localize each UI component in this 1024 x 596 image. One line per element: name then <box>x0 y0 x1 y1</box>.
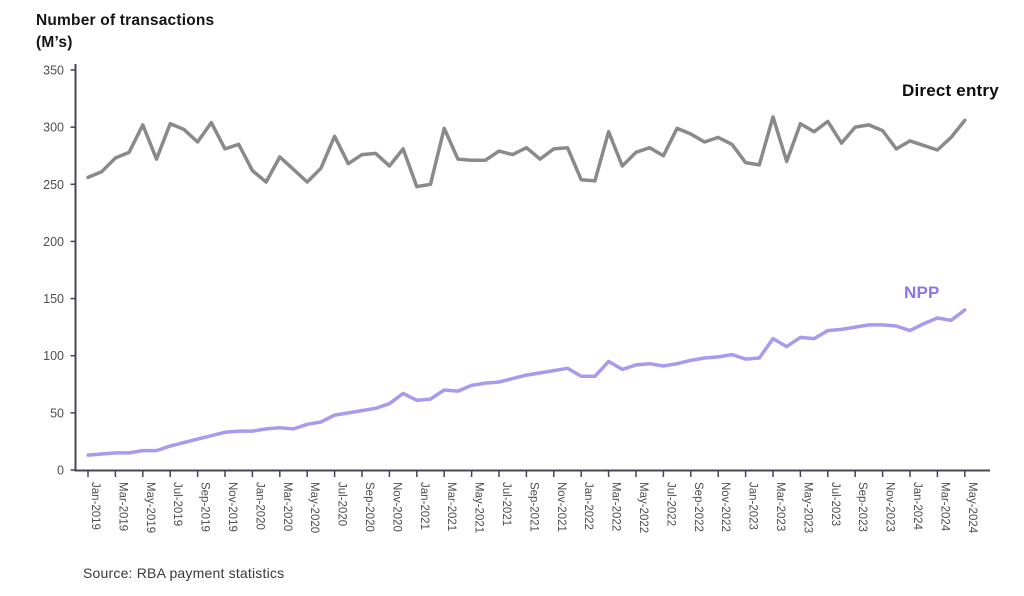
x-tick-label: Nov-2020 <box>390 482 402 532</box>
x-tick-label: May-2020 <box>308 482 320 533</box>
y-tick-label: 200 <box>43 235 64 249</box>
x-tick-label: Nov-2022 <box>719 482 731 532</box>
x-tick-label: Mar-2023 <box>774 482 786 531</box>
x-tick-label: Sep-2021 <box>527 482 539 532</box>
x-tick-label: Mar-2022 <box>610 482 622 531</box>
x-tick-label: Jul-2020 <box>336 482 348 526</box>
x-tick-label: Sep-2022 <box>692 482 704 532</box>
x-tick-label: Nov-2021 <box>555 482 567 532</box>
chart-title: Number of transactions (M’s) <box>36 10 214 54</box>
series-label-direct-entry: Direct entry <box>902 81 999 100</box>
source-note: Source: RBA payment statistics <box>83 565 285 581</box>
x-tick-label: May-2019 <box>144 482 156 533</box>
chart-title-line2: (M’s) <box>36 34 73 51</box>
x-tick-label: Jan-2020 <box>253 482 265 530</box>
y-tick-label: 0 <box>57 464 64 478</box>
x-tick-label: Nov-2023 <box>884 482 896 532</box>
chart-title-line1: Number of transactions <box>36 12 215 29</box>
x-tick-label: Jul-2021 <box>500 482 512 526</box>
x-tick-label: Jul-2019 <box>171 482 183 526</box>
npp-line <box>86 308 967 457</box>
x-tick-label: Jan-2019 <box>89 482 101 530</box>
x-tick-label: Sep-2023 <box>856 482 868 532</box>
y-tick-label: 300 <box>43 121 64 135</box>
x-tick-label: Mar-2024 <box>938 482 950 532</box>
x-tick-label: Sep-2019 <box>199 482 211 532</box>
x-tick-label: Jan-2022 <box>582 482 594 530</box>
x-tick-label: May-2023 <box>801 482 813 533</box>
x-tick-label: Nov-2019 <box>226 482 238 532</box>
x-tick-label: Mar-2019 <box>116 482 128 531</box>
x-tick-label: Mar-2021 <box>445 482 457 531</box>
x-tick-label: Jan-2023 <box>747 482 759 530</box>
x-tick-label: Sep-2020 <box>363 482 375 532</box>
x-tick-label: May-2021 <box>473 482 485 533</box>
x-tick-label: Jan-2024 <box>911 482 923 531</box>
x-tick-label: Jul-2022 <box>664 482 676 526</box>
y-tick-label: 150 <box>43 292 64 306</box>
y-tick-label: 350 <box>43 64 64 78</box>
x-tick-label: Jan-2021 <box>418 482 430 530</box>
x-tick-label: Mar-2020 <box>281 482 293 531</box>
x-tick-label: Jul-2023 <box>829 482 841 526</box>
series-label-npp: NPP <box>904 283 940 302</box>
x-tick-label: May-2024 <box>966 482 978 534</box>
y-tick-label: 50 <box>50 406 64 420</box>
y-tick-label: 250 <box>43 178 64 192</box>
direct-entry-line <box>86 115 967 189</box>
x-tick-label: May-2022 <box>637 482 649 533</box>
y-tick-label: 100 <box>43 349 64 363</box>
